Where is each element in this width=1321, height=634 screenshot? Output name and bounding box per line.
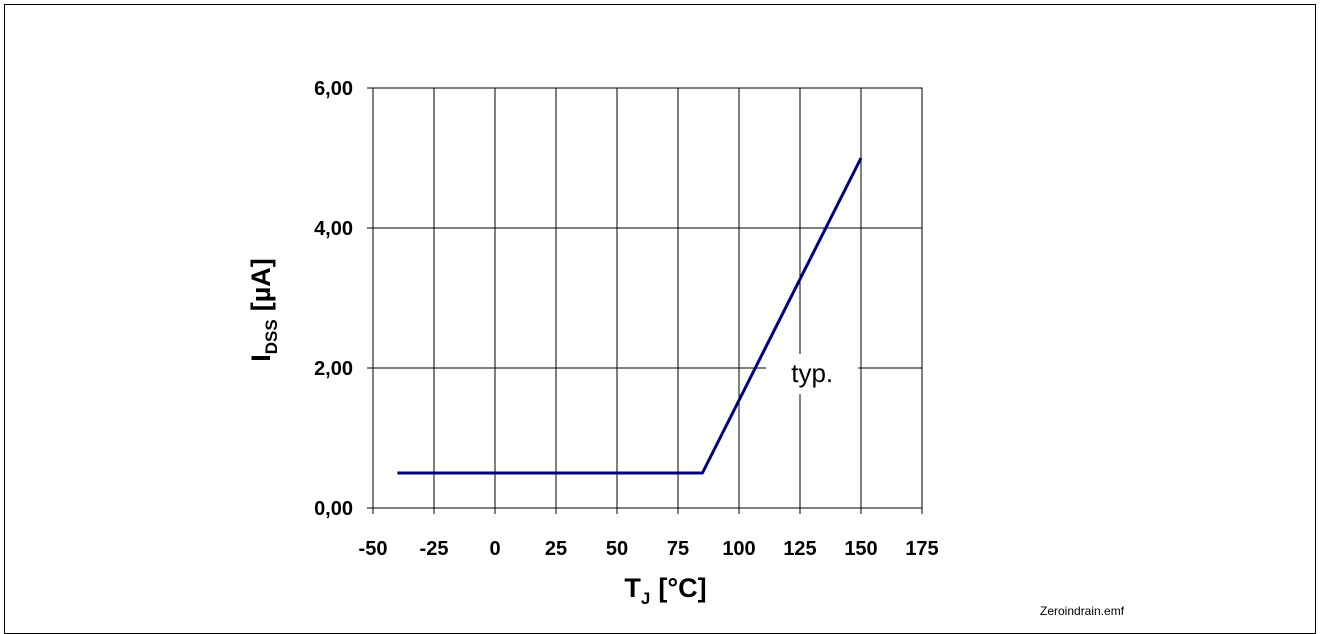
x-tick-label: -25 (420, 538, 449, 560)
y-axis-title-main: I (246, 354, 276, 362)
series-line-typ (397, 157, 863, 475)
x-tick-label: 0 (489, 538, 500, 560)
plot-area-border (372, 87, 923, 509)
x-tick-label: 25 (545, 538, 567, 560)
x-axis-title-unit: [°C] (658, 573, 706, 603)
x-tick-label: -50 (359, 538, 388, 560)
tick-marks (367, 87, 923, 514)
grid-lines (373, 88, 922, 508)
x-tick-label: 100 (722, 538, 755, 560)
y-tick-label: 0,00 (314, 498, 353, 520)
x-tick-label: 50 (606, 538, 628, 560)
annotation-background (766, 354, 859, 394)
x-tick-label: 75 (667, 538, 689, 560)
y-tick-label: 4,00 (314, 218, 353, 240)
y-axis-title: IDSS [µA] (246, 258, 281, 362)
x-axis-title-main: T (624, 573, 641, 603)
x-axis-title: TJ [°C] (624, 573, 706, 608)
y-tick-label: 6,00 (314, 78, 353, 100)
annotation-typ: typ. (791, 358, 833, 388)
y-axis-title-unit: [µA] (246, 258, 276, 311)
x-tick-label: 175 (905, 538, 938, 560)
source-filename: Zeroindrain.emf (1040, 604, 1125, 618)
y-tick-labels: 0,00 2,00 4,00 6,00 (314, 78, 353, 520)
y-axis-title-sub: DSS (262, 319, 281, 354)
x-axis-title-sub: J (641, 589, 650, 608)
y-tick-label: 2,00 (314, 358, 353, 380)
x-tick-labels: -50 -25 0 25 50 75 100 125 150 175 (359, 538, 939, 560)
x-tick-label: 125 (783, 538, 816, 560)
x-tick-label: 150 (844, 538, 877, 560)
